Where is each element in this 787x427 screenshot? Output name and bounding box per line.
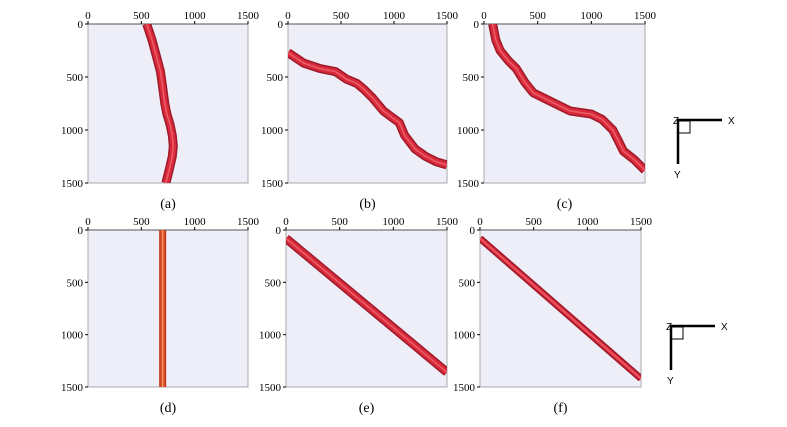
x-tick-label: 0 [477, 216, 483, 228]
panel-2: 0 500 1000 1500 0 500 1000 1500 (b) [261, 10, 459, 212]
y-tick-label: 500 [265, 277, 282, 289]
y-tick-label: 1000 [261, 125, 284, 137]
x-tick-label: 0 [285, 10, 291, 22]
y-tick-label: 0 [78, 225, 84, 237]
x-tick-label: 1000 [184, 216, 207, 228]
series-group [288, 48, 447, 170]
series-group [286, 234, 447, 376]
series-line-highlight [288, 51, 447, 166]
panel-5: 0 500 1000 1500 0 500 1000 1500 (e) [259, 216, 459, 416]
triad-y-label: Y [667, 376, 674, 387]
x-tick-label: 1500 [630, 216, 653, 228]
x-tick-label: 0 [85, 10, 91, 22]
panel-caption: (e) [359, 401, 375, 416]
y-tick-label: 0 [474, 19, 480, 31]
y-tick-label: 0 [276, 225, 282, 237]
panel-caption: (d) [160, 401, 177, 416]
x-tick-label: 1500 [237, 10, 260, 22]
series-line-highlight [286, 237, 447, 373]
x-tick-label: 500 [133, 10, 150, 22]
triad-z-label: Z [666, 322, 672, 333]
triad-x-label: X [721, 322, 728, 333]
triad-z-box [670, 326, 684, 340]
y-tick-label: 0 [278, 19, 284, 31]
series-group [159, 230, 167, 387]
x-tick-label: 1500 [436, 216, 459, 228]
axis-triad-bottom: Z X Y [666, 322, 728, 387]
x-tick-label: 1000 [576, 216, 599, 228]
triad-z-box [677, 120, 691, 134]
triad-z-label: Z [673, 116, 679, 127]
series-line-highlight [480, 237, 641, 380]
plot-area [87, 229, 249, 388]
x-tick-label: 500 [133, 216, 150, 228]
series-group [142, 24, 178, 183]
y-tick-label: 1000 [259, 330, 282, 342]
panel-4: 0 500 1000 1500 0 500 1000 1500 (d) [61, 216, 260, 416]
panel-1: 0 500 1000 1500 0 500 1000 1500 (a) [61, 10, 260, 212]
x-tick-label: 0 [283, 216, 289, 228]
x-tick-label: 1000 [382, 216, 405, 228]
y-tick-label: 0 [78, 19, 84, 31]
x-tick-label: 500 [331, 216, 348, 228]
y-tick-label: 1500 [453, 382, 476, 394]
x-tick-label: 500 [525, 216, 542, 228]
y-tick-label: 500 [67, 72, 84, 84]
panel-caption: (f) [554, 401, 568, 416]
y-tick-label: 1000 [61, 125, 84, 137]
y-tick-label: 1000 [453, 330, 476, 342]
y-tick-label: 1500 [259, 382, 282, 394]
y-tick-label: 500 [67, 277, 84, 289]
x-tick-label: 1500 [436, 10, 459, 22]
y-tick-label: 1500 [261, 178, 284, 190]
x-tick-label: 1000 [580, 10, 603, 22]
series-group [488, 24, 645, 174]
y-tick-label: 1500 [61, 382, 84, 394]
panel-6: 0 500 1000 1500 0 500 1000 1500 (f) [453, 216, 653, 416]
x-tick-label: 500 [529, 10, 546, 22]
panel-caption: (a) [160, 197, 176, 212]
triad-x-label: X [728, 116, 735, 127]
x-tick-label: 0 [481, 10, 487, 22]
panel-caption: (b) [359, 197, 376, 212]
x-tick-label: 1000 [184, 10, 207, 22]
series-line-highlight [491, 24, 645, 171]
y-tick-label: 500 [267, 72, 284, 84]
x-tick-label: 1500 [237, 216, 260, 228]
y-tick-label: 0 [470, 225, 476, 237]
series-line-highlight [145, 24, 175, 183]
y-tick-label: 1000 [61, 330, 84, 342]
x-tick-label: 1500 [634, 10, 657, 22]
y-tick-label: 1500 [61, 178, 84, 190]
axis-triad-top: Z X Y [673, 116, 735, 181]
y-tick-label: 1500 [457, 178, 480, 190]
y-tick-label: 500 [459, 277, 476, 289]
triad-y-label: Y [674, 170, 681, 181]
panel-3: 0 500 1000 1500 0 500 1000 1500 (c) [457, 10, 657, 212]
x-tick-label: 0 [85, 216, 91, 228]
series-group [480, 235, 641, 382]
y-tick-label: 1000 [457, 125, 480, 137]
y-tick-label: 500 [463, 72, 480, 84]
x-tick-label: 1000 [383, 10, 406, 22]
panel-caption: (c) [557, 197, 573, 212]
x-tick-label: 500 [333, 10, 350, 22]
